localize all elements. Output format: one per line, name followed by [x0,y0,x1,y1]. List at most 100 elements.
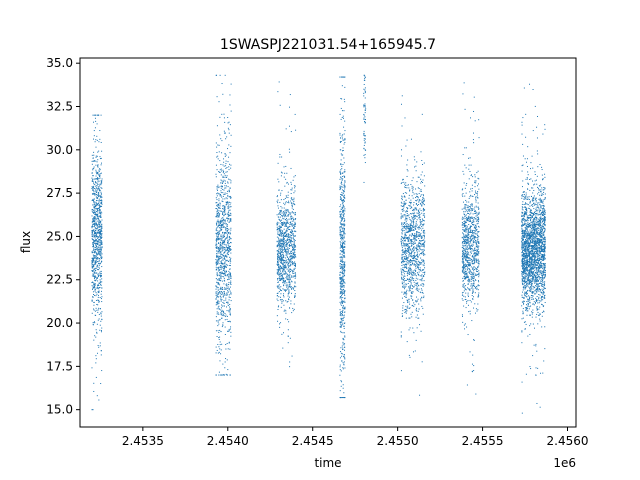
data-point [420,279,422,281]
data-point [294,245,296,247]
data-point [281,215,283,217]
data-point [221,246,223,248]
data-point [227,232,229,234]
data-point [288,292,290,294]
data-point [280,272,282,274]
data-point [280,296,282,298]
data-point [96,194,98,196]
data-point [230,219,232,221]
data-point [98,236,100,238]
data-point [412,274,414,276]
data-point [223,257,225,259]
data-point [364,157,366,159]
data-point [228,330,230,332]
data-point [218,232,220,234]
data-point [230,110,232,112]
data-point [416,286,418,288]
data-point [96,309,98,311]
data-point [341,116,343,118]
data-point [218,198,220,200]
data-point [341,224,343,226]
data-point [342,260,344,262]
data-point [224,258,226,260]
data-point [94,314,96,316]
data-point [418,232,420,234]
data-point [421,224,423,226]
data-point [95,255,97,257]
data-point [409,265,411,267]
data-point [467,213,469,214]
data-point [93,234,95,236]
data-point [466,217,468,219]
data-point [225,250,227,252]
data-point [279,230,281,232]
data-point [418,193,420,195]
data-point [418,303,420,305]
data-point [99,254,101,256]
data-point [277,267,279,269]
data-point [364,97,366,99]
data-point [287,263,289,265]
data-point [227,127,229,129]
data-point [406,275,408,277]
data-point [418,199,420,201]
data-point [415,221,417,223]
data-point [95,228,97,230]
data-point [288,200,290,202]
data-point [226,283,228,285]
data-point [221,271,223,273]
data-point [287,209,289,211]
data-point [100,233,102,235]
data-point [227,182,229,184]
data-point [415,275,417,277]
data-point [227,320,229,322]
data-point [96,218,98,220]
data-point [339,282,341,284]
data-point [291,355,293,357]
data-point [282,263,284,265]
data-point [341,302,343,304]
data-point [94,286,96,288]
data-point [469,248,471,250]
data-point [225,154,227,156]
data-point [341,245,343,247]
data-point [420,249,422,251]
data-point [292,254,294,256]
data-point [97,285,99,287]
data-point [226,252,228,254]
data-point [223,165,225,167]
data-point [287,191,289,193]
data-point [402,276,404,278]
data-point [407,184,409,186]
data-point [294,235,296,237]
data-point [343,361,345,363]
data-point [341,218,343,220]
data-point [406,259,408,261]
data-point [277,199,279,201]
data-point [228,288,230,290]
data-point [341,397,343,399]
data-point [292,228,294,230]
data-point [344,367,346,369]
data-point [218,222,220,224]
data-point [283,249,285,251]
data-point [287,251,289,253]
data-point [96,227,98,229]
data-point [100,164,102,166]
data-point [416,290,418,292]
data-point [411,291,413,293]
data-point [215,266,217,268]
data-point [462,257,464,259]
data-point [339,357,341,359]
data-point [96,231,98,233]
data-point [223,257,225,259]
data-point [230,260,232,262]
data-point [294,257,296,259]
data-point [280,235,282,237]
data-point [409,202,411,204]
data-point [340,303,342,305]
data-point [290,230,292,232]
data-point [224,293,226,295]
data-point [423,245,425,247]
data-point [99,200,101,202]
